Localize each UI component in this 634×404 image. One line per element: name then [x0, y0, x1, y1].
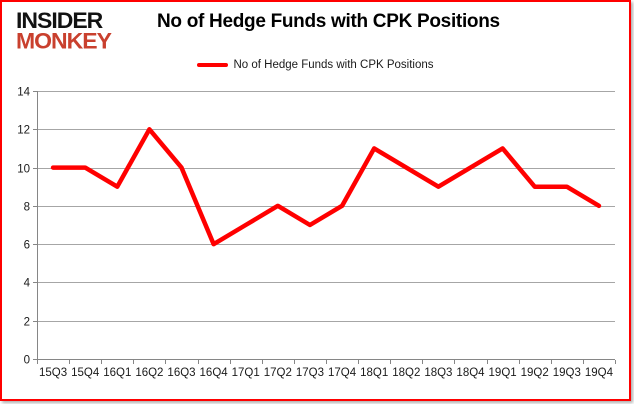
y-tick-label: 12 [17, 125, 30, 137]
x-tick-label: 18Q4 [456, 367, 485, 379]
series-line [50, 127, 602, 247]
logo-line-insider: INSIDER [16, 7, 103, 33]
y-tick-label: 10 [17, 164, 30, 176]
y-tick-label: 14 [17, 87, 30, 99]
x-tick-label: 19Q4 [585, 367, 614, 379]
logo-line-monkey: MONKEY [16, 28, 112, 54]
x-tick-label: 15Q4 [71, 367, 100, 379]
x-tick-label: 18Q2 [392, 367, 420, 379]
x-tick-label: 16Q3 [167, 367, 195, 379]
legend-label: No of Hedge Funds with CPK Positions [233, 59, 434, 71]
x-tick-label: 16Q2 [135, 367, 163, 379]
x-tick-label: 16Q1 [103, 367, 131, 379]
x-tick-label: 19Q2 [521, 367, 549, 379]
y-tick-label: 4 [24, 278, 31, 290]
y-tick-label: 6 [24, 240, 30, 252]
x-tick-label: 17Q2 [264, 367, 292, 379]
x-tick-label: 16Q4 [200, 367, 229, 379]
x-tick-label: 19Q1 [489, 367, 517, 379]
insider-monkey-logo: INSIDER MONKEY [16, 7, 112, 54]
y-tick-label: 2 [24, 317, 30, 329]
x-tick-label: 15Q3 [39, 367, 67, 379]
x-tick-label: 18Q3 [424, 367, 452, 379]
x-tick-label: 17Q4 [328, 367, 357, 379]
legend-line-swatch [197, 63, 229, 67]
chart-title: No of Hedge Funds with CPK Positions [157, 11, 500, 32]
x-tick-label: 17Q1 [232, 367, 260, 379]
y-tick-label: 8 [24, 202, 30, 214]
y-tick-label: 0 [24, 355, 30, 367]
x-tick-label: 17Q3 [296, 367, 324, 379]
x-tick-label: 18Q1 [360, 367, 388, 379]
x-tick-label: 19Q3 [553, 367, 581, 379]
legend: No of Hedge Funds with CPK Positions [2, 59, 629, 71]
